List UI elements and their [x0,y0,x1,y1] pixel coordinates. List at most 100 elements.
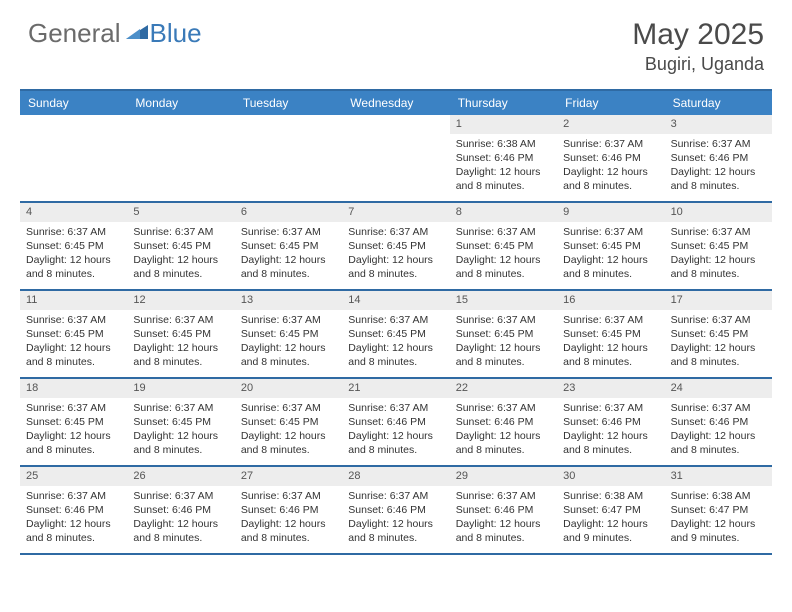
day-number: 21 [342,379,449,398]
daylight-line: Daylight: 12 hours and 8 minutes. [26,429,121,457]
day-body: Sunrise: 6:37 AMSunset: 6:45 PMDaylight:… [665,222,772,286]
sunrise-line: Sunrise: 6:37 AM [133,489,228,503]
weekday-header: Tuesday [235,91,342,115]
daylight-line: Daylight: 12 hours and 9 minutes. [563,517,658,545]
day-number: 20 [235,379,342,398]
sunrise-line: Sunrise: 6:37 AM [563,313,658,327]
day-cell: 25Sunrise: 6:37 AMSunset: 6:46 PMDayligh… [20,467,127,553]
daylight-line: Daylight: 12 hours and 8 minutes. [133,253,228,281]
day-number: 8 [450,203,557,222]
day-number: 16 [557,291,664,310]
day-body: Sunrise: 6:37 AMSunset: 6:45 PMDaylight:… [127,222,234,286]
day-cell: 6Sunrise: 6:37 AMSunset: 6:45 PMDaylight… [235,203,342,289]
day-cell: 17Sunrise: 6:37 AMSunset: 6:45 PMDayligh… [665,291,772,377]
day-body: Sunrise: 6:37 AMSunset: 6:45 PMDaylight:… [342,222,449,286]
day-body: Sunrise: 6:37 AMSunset: 6:46 PMDaylight:… [450,398,557,462]
day-number: 5 [127,203,234,222]
day-number: 14 [342,291,449,310]
sunrise-line: Sunrise: 6:37 AM [563,401,658,415]
day-cell: 23Sunrise: 6:37 AMSunset: 6:46 PMDayligh… [557,379,664,465]
sunrise-line: Sunrise: 6:37 AM [671,401,766,415]
sunrise-line: Sunrise: 6:37 AM [671,313,766,327]
sunset-line: Sunset: 6:45 PM [671,239,766,253]
sunset-line: Sunset: 6:46 PM [456,415,551,429]
daylight-line: Daylight: 12 hours and 8 minutes. [26,341,121,369]
day-number: 18 [20,379,127,398]
week-row: 18Sunrise: 6:37 AMSunset: 6:45 PMDayligh… [20,379,772,467]
sunrise-line: Sunrise: 6:37 AM [563,137,658,151]
sunset-line: Sunset: 6:45 PM [671,327,766,341]
weekday-header: Wednesday [342,91,449,115]
day-body: Sunrise: 6:37 AMSunset: 6:46 PMDaylight:… [557,398,664,462]
sunset-line: Sunset: 6:46 PM [241,503,336,517]
day-number: 1 [450,115,557,134]
day-body: Sunrise: 6:37 AMSunset: 6:46 PMDaylight:… [450,486,557,550]
day-body: Sunrise: 6:37 AMSunset: 6:46 PMDaylight:… [665,134,772,198]
week-row: 11Sunrise: 6:37 AMSunset: 6:45 PMDayligh… [20,291,772,379]
daylight-line: Daylight: 12 hours and 8 minutes. [456,429,551,457]
week-row: 1Sunrise: 6:38 AMSunset: 6:46 PMDaylight… [20,115,772,203]
sunrise-line: Sunrise: 6:37 AM [133,225,228,239]
day-body: Sunrise: 6:37 AMSunset: 6:45 PMDaylight:… [235,222,342,286]
day-cell: 3Sunrise: 6:37 AMSunset: 6:46 PMDaylight… [665,115,772,201]
day-number: 19 [127,379,234,398]
day-cell: 19Sunrise: 6:37 AMSunset: 6:45 PMDayligh… [127,379,234,465]
day-body: Sunrise: 6:37 AMSunset: 6:45 PMDaylight:… [127,310,234,374]
day-cell: 1Sunrise: 6:38 AMSunset: 6:46 PMDaylight… [450,115,557,201]
day-number: 30 [557,467,664,486]
sunset-line: Sunset: 6:45 PM [133,327,228,341]
sunrise-line: Sunrise: 6:37 AM [348,225,443,239]
day-cell: 21Sunrise: 6:37 AMSunset: 6:46 PMDayligh… [342,379,449,465]
logo: General Blue [28,18,202,49]
sunset-line: Sunset: 6:45 PM [26,239,121,253]
daylight-line: Daylight: 12 hours and 8 minutes. [563,253,658,281]
sunset-line: Sunset: 6:45 PM [456,327,551,341]
daylight-line: Daylight: 12 hours and 8 minutes. [671,253,766,281]
sunset-line: Sunset: 6:46 PM [671,415,766,429]
day-body: Sunrise: 6:37 AMSunset: 6:46 PMDaylight:… [342,398,449,462]
day-cell: 14Sunrise: 6:37 AMSunset: 6:45 PMDayligh… [342,291,449,377]
day-number: 28 [342,467,449,486]
sunrise-line: Sunrise: 6:37 AM [26,313,121,327]
day-cell: 20Sunrise: 6:37 AMSunset: 6:45 PMDayligh… [235,379,342,465]
sunset-line: Sunset: 6:46 PM [563,415,658,429]
header: General Blue May 2025 Bugiri, Uganda [0,0,792,83]
sunrise-line: Sunrise: 6:37 AM [348,313,443,327]
sunrise-line: Sunrise: 6:37 AM [456,489,551,503]
daylight-line: Daylight: 12 hours and 8 minutes. [563,429,658,457]
sunset-line: Sunset: 6:46 PM [456,503,551,517]
sunrise-line: Sunrise: 6:37 AM [671,225,766,239]
daylight-line: Daylight: 12 hours and 8 minutes. [456,517,551,545]
sunset-line: Sunset: 6:45 PM [26,327,121,341]
day-number: 3 [665,115,772,134]
week-row: 25Sunrise: 6:37 AMSunset: 6:46 PMDayligh… [20,467,772,555]
day-number: 12 [127,291,234,310]
sunset-line: Sunset: 6:45 PM [563,239,658,253]
sunset-line: Sunset: 6:46 PM [671,151,766,165]
daylight-line: Daylight: 12 hours and 8 minutes. [241,253,336,281]
sunrise-line: Sunrise: 6:37 AM [241,401,336,415]
day-cell: 8Sunrise: 6:37 AMSunset: 6:45 PMDaylight… [450,203,557,289]
weekday-header: Saturday [665,91,772,115]
day-cell [20,115,127,201]
daylight-line: Daylight: 12 hours and 8 minutes. [241,429,336,457]
sunrise-line: Sunrise: 6:37 AM [26,225,121,239]
sunset-line: Sunset: 6:47 PM [563,503,658,517]
sunrise-line: Sunrise: 6:37 AM [456,313,551,327]
day-number: 23 [557,379,664,398]
day-body: Sunrise: 6:38 AMSunset: 6:47 PMDaylight:… [557,486,664,550]
day-cell: 11Sunrise: 6:37 AMSunset: 6:45 PMDayligh… [20,291,127,377]
day-cell [342,115,449,201]
logo-text-blue: Blue [150,18,202,49]
day-body: Sunrise: 6:37 AMSunset: 6:45 PMDaylight:… [665,310,772,374]
day-cell: 15Sunrise: 6:37 AMSunset: 6:45 PMDayligh… [450,291,557,377]
day-cell: 12Sunrise: 6:37 AMSunset: 6:45 PMDayligh… [127,291,234,377]
weekday-header: Thursday [450,91,557,115]
day-cell: 2Sunrise: 6:37 AMSunset: 6:46 PMDaylight… [557,115,664,201]
sunset-line: Sunset: 6:46 PM [133,503,228,517]
day-cell: 24Sunrise: 6:37 AMSunset: 6:46 PMDayligh… [665,379,772,465]
day-number: 4 [20,203,127,222]
daylight-line: Daylight: 12 hours and 8 minutes. [348,341,443,369]
daylight-line: Daylight: 12 hours and 9 minutes. [671,517,766,545]
sunset-line: Sunset: 6:45 PM [241,327,336,341]
